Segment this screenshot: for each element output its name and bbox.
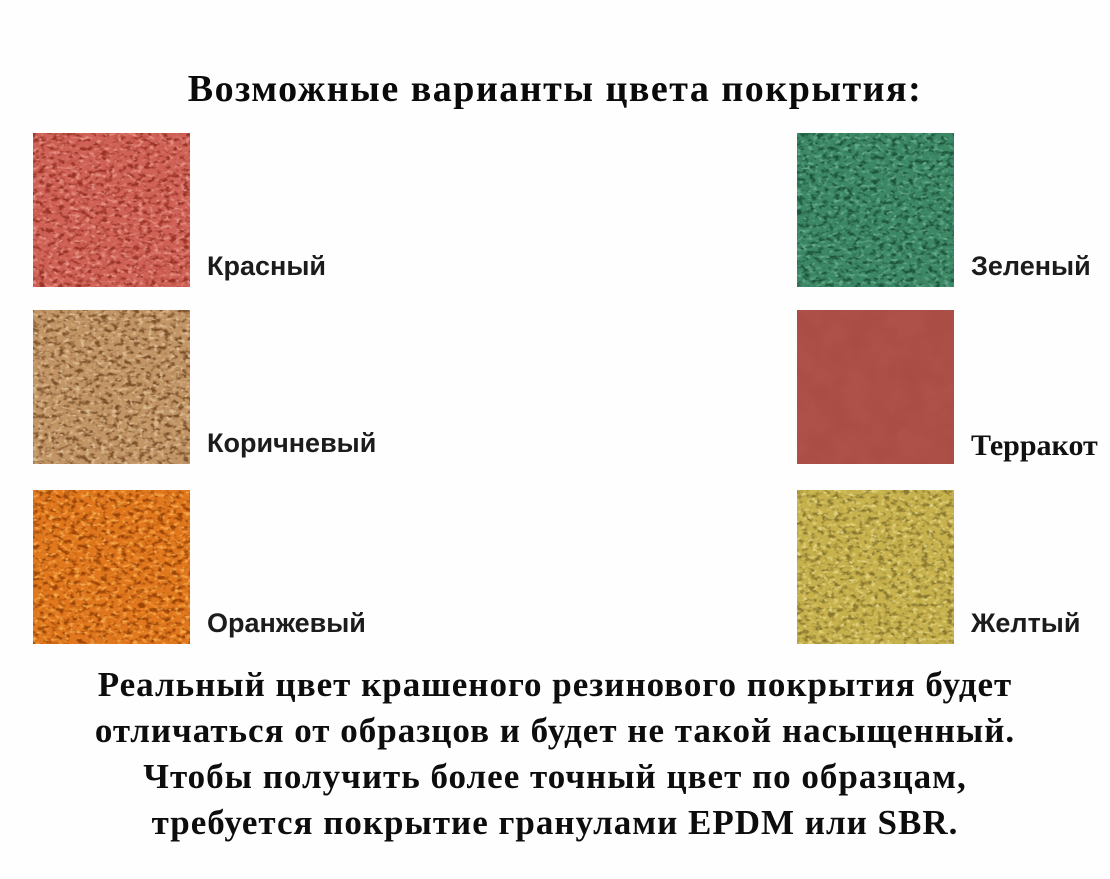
color-option-brown: Коричневый xyxy=(33,310,376,464)
swatch-label-terracotta: Терракот xyxy=(971,429,1098,462)
color-option-terracotta: Терракот xyxy=(797,310,1098,464)
swatch-label-orange: Оранжевый xyxy=(207,608,366,639)
color-option-yellow: Желтый xyxy=(797,490,1080,644)
swatch-image-red xyxy=(33,133,190,287)
swatch-label-brown: Коричневый xyxy=(207,428,377,459)
swatch-image-orange xyxy=(33,490,190,644)
color-disclaimer: Реальный цвет крашеного резинового покры… xyxy=(0,662,1110,846)
disclaimer-line: отличаться от образцов и будет не такой … xyxy=(94,711,1016,750)
swatch-image-green xyxy=(797,133,954,287)
color-option-red: Красный xyxy=(33,133,326,287)
disclaimer-line: Чтобы получить более точный цвет по обра… xyxy=(143,757,967,796)
swatch-label-green: Зеленый xyxy=(971,251,1091,282)
color-option-green: Зеленый xyxy=(797,133,1091,287)
disclaimer-line: Реальный цвет крашеного резинового покры… xyxy=(97,665,1013,704)
swatch-label-yellow: Желтый xyxy=(971,608,1081,639)
swatch-image-yellow xyxy=(797,490,954,644)
disclaimer-line: требуется покрытие гранулами EPDM или SB… xyxy=(151,803,959,842)
page-title: Возможные варианты цвета покрытия: xyxy=(187,68,923,110)
swatch-image-terracotta xyxy=(797,310,954,464)
swatch-image-brown xyxy=(33,310,190,464)
color-option-orange: Оранжевый xyxy=(33,490,366,644)
swatch-label-red: Красный xyxy=(207,251,326,282)
